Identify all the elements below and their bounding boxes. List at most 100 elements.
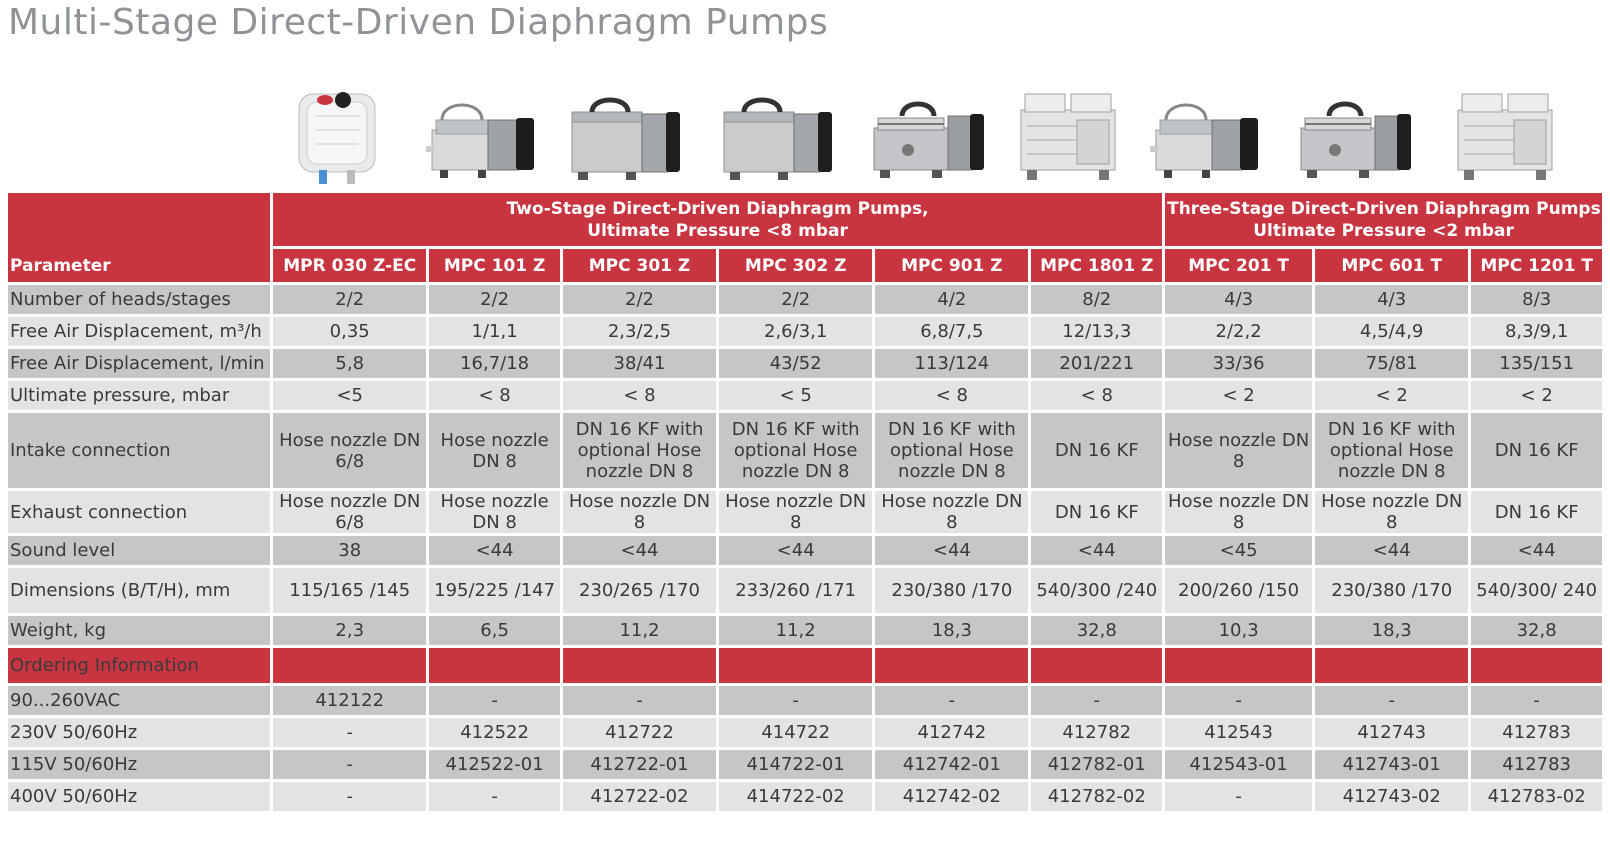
spec-cell: DN 16 KF with optional Hose nozzle DN 8: [1312, 410, 1472, 491]
spec-row: Intake connection Hose nozzle DN 6/8 Hose …: [4, 410, 1605, 491]
order-number-cell: 412742: [872, 715, 1032, 750]
order-number-cell: -: [426, 683, 563, 718]
spec-cell: DN 16 KF with optional Hose nozzle DN 8: [559, 410, 720, 491]
spec-row-label: Number of heads/stages: [4, 282, 274, 317]
spec-row: Ultimate pressure, mbar <5 < 8 < 8 < 5 < 8 < 8…: [4, 378, 1605, 413]
spec-cell: DN 16 KF with optional Hose nozzle DN 8: [716, 410, 876, 491]
spec-cell: < 2: [1162, 378, 1316, 413]
spec-cell: 1/1,1: [426, 314, 563, 349]
pump-images: [0, 72, 1610, 190]
spec-cell: 2/2,2: [1162, 314, 1316, 349]
spec-cell: Hose nozzle DN 8: [1162, 410, 1316, 491]
pump-image: [1450, 72, 1560, 190]
spec-cell: 540/300/ 240: [1468, 565, 1605, 616]
pump-image: [716, 72, 836, 190]
spec-cell: DN 16 KF: [1468, 488, 1605, 536]
spec-cell: Hose nozzle DN 6/8: [270, 410, 430, 491]
order-number-cell: -: [1162, 683, 1316, 718]
spec-cell: 113/124: [872, 346, 1032, 381]
spec-cell: Hose nozzle DN 6/8: [270, 488, 430, 536]
spec-cell: 4,5/4,9: [1312, 314, 1472, 349]
spec-cell: 12/13,3: [1028, 314, 1166, 349]
parameter-header: Parameter: [4, 190, 274, 285]
order-number-cell: 414722-01: [716, 747, 876, 782]
ordering-row: 400V 50/60Hz - -412722-02 414722-02 412742-0…: [4, 779, 1605, 814]
pump-image: [868, 72, 988, 190]
ordering-header-cell: [1162, 645, 1316, 686]
order-number-cell: 414722: [716, 715, 876, 750]
model-header: MPC 1201 T: [1468, 246, 1605, 285]
spec-row-label: Ultimate pressure, mbar: [4, 378, 274, 413]
order-number-cell: 412782: [1028, 715, 1166, 750]
ordering-row: 115V 50/60Hz -412522-01 412722-01 414722-01…: [4, 747, 1605, 782]
spec-cell: < 5: [716, 378, 876, 413]
spec-cell: <44: [1468, 533, 1605, 568]
spec-cell: Hose nozzle DN 8: [559, 488, 720, 536]
group-title-line: Ultimate Pressure <2 mbar: [1253, 220, 1514, 241]
order-number-cell: 412743-01: [1312, 747, 1472, 782]
spec-row: Sound level 38 <44 <44 <44 <44 <44 <45 <44 <44: [4, 533, 1605, 568]
ordering-header-row: Ordering Information: [4, 645, 1605, 686]
pump-image: [1146, 72, 1266, 190]
pump-group-header: Two-Stage Direct-Driven Diaphragm Pumps,…: [270, 190, 1166, 249]
spec-cell: 233/260 /171: [716, 565, 876, 616]
ordering-header-cell: [872, 645, 1032, 686]
spec-cell: 8/3: [1468, 282, 1605, 317]
spec-cell: <45: [1162, 533, 1316, 568]
spec-cell: Hose nozzle DN 8: [426, 488, 563, 536]
order-number-cell: -: [1162, 779, 1316, 814]
spec-cell: DN 16 KF: [1468, 410, 1605, 491]
spec-row: Number of heads/stages 2/2 2/2 2/2 2/2 4/2 8/2…: [4, 282, 1605, 317]
pump-image: [1013, 72, 1123, 190]
spec-cell: DN 16 KF: [1028, 410, 1166, 491]
spec-row: Exhaust connection Hose nozzle DN 6/8 Hose…: [4, 488, 1605, 536]
spec-cell: 32,8: [1468, 613, 1605, 648]
spec-cell: < 8: [426, 378, 563, 413]
spec-cell: 33/36: [1162, 346, 1316, 381]
order-number-cell: 412722: [559, 715, 720, 750]
ordering-row-label: 230V 50/60Hz: [4, 715, 274, 750]
spec-cell: DN 16 KF: [1028, 488, 1166, 536]
spec-cell: 2/2: [716, 282, 876, 317]
spec-row-label: Sound level: [4, 533, 274, 568]
spec-cell: Hose nozzle DN 8: [1312, 488, 1472, 536]
spec-cell: 4/3: [1312, 282, 1472, 317]
spec-row: Free Air Displacement, l/min 5,8 16,7/18 38…: [4, 346, 1605, 381]
model-header: MPC 201 T: [1162, 246, 1316, 285]
spec-cell: 2/2: [270, 282, 430, 317]
order-number-cell: 412543: [1162, 715, 1316, 750]
spec-cell: 0,35: [270, 314, 430, 349]
order-number-cell: 412783: [1468, 715, 1605, 750]
pump-image: [287, 72, 387, 190]
ordering-header-cell: [559, 645, 720, 686]
group-title-line: Three-Stage Direct-Driven Diaphragm Pump…: [1167, 198, 1604, 219]
spec-cell: Hose nozzle DN 8: [872, 488, 1032, 536]
model-header: MPC 101 Z: [426, 246, 563, 285]
spec-cell: 230/380 /170: [872, 565, 1032, 616]
pump-image: [564, 72, 684, 190]
order-number-cell: 412722-01: [559, 747, 720, 782]
spec-cell: 2,3: [270, 613, 430, 648]
spec-cell: <44: [1028, 533, 1166, 568]
order-number-cell: 412522-01: [426, 747, 563, 782]
spec-cell: < 2: [1312, 378, 1472, 413]
order-number-cell: -: [270, 779, 430, 814]
order-number-cell: 412743: [1312, 715, 1472, 750]
spec-row-label: Intake connection: [4, 410, 274, 491]
pump-image: [1295, 72, 1415, 190]
order-number-cell: -: [1312, 683, 1472, 718]
spec-table: Parameter Two-Stage Direct-Driven Diaphra…: [4, 190, 1605, 814]
spec-cell: 75/81: [1312, 346, 1472, 381]
spec-cell: 2/2: [559, 282, 720, 317]
spec-row-label: Weight, kg: [4, 613, 274, 648]
group-header-row: Parameter Two-Stage Direct-Driven Diaphra…: [4, 190, 1605, 285]
spec-cell: 16,7/18: [426, 346, 563, 381]
order-number-cell: 412722-02: [559, 779, 720, 814]
spec-cell: <44: [559, 533, 720, 568]
model-header: MPR 030 Z-EC: [270, 246, 430, 285]
spec-row-label: Exhaust connection: [4, 488, 274, 536]
ordering-row-label: 400V 50/60Hz: [4, 779, 274, 814]
spec-cell: DN 16 KF with optional Hose nozzle DN 8: [872, 410, 1032, 491]
spec-cell: < 2: [1468, 378, 1605, 413]
